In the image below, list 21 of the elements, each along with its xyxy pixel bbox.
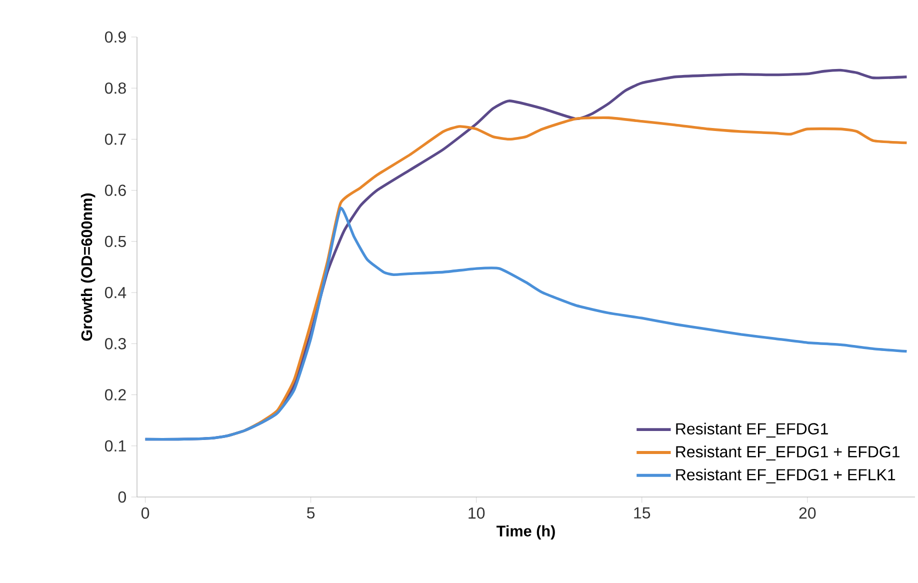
y-axis-title: Growth (OD=600nm) [80, 193, 96, 341]
y-tick-label: 0.9 [104, 31, 126, 43]
y-tick-label: 0 [118, 491, 126, 503]
legend-label: Resistant EF_EFDG1 + EFDG1 [676, 446, 900, 460]
y-tick-label: 0.7 [104, 134, 126, 145]
y-tick-label: 0.4 [104, 286, 126, 298]
x-tick-label: 20 [799, 507, 816, 519]
y-tick-label: 0.8 [104, 82, 126, 94]
line-series [144, 206, 908, 441]
y-tick-label: 0.2 [104, 389, 126, 400]
y-tick-label: 0.6 [104, 184, 126, 196]
x-tick-label: 5 [307, 507, 315, 519]
x-tick-label: 15 [634, 507, 650, 519]
y-tick-label: 0.5 [104, 236, 126, 248]
y-tick-label: 0.1 [104, 440, 126, 452]
x-tick-label: 0 [141, 507, 150, 519]
x-axis-title: Time (h) [496, 525, 555, 540]
legend-label: Resistant EF_EFDG1 + EFLK1 [676, 468, 896, 484]
legend-label: Resistant EF_EFDG1 [676, 422, 828, 438]
x-tick-label: 10 [468, 507, 485, 519]
y-tick-label: 0.3 [104, 338, 126, 350]
